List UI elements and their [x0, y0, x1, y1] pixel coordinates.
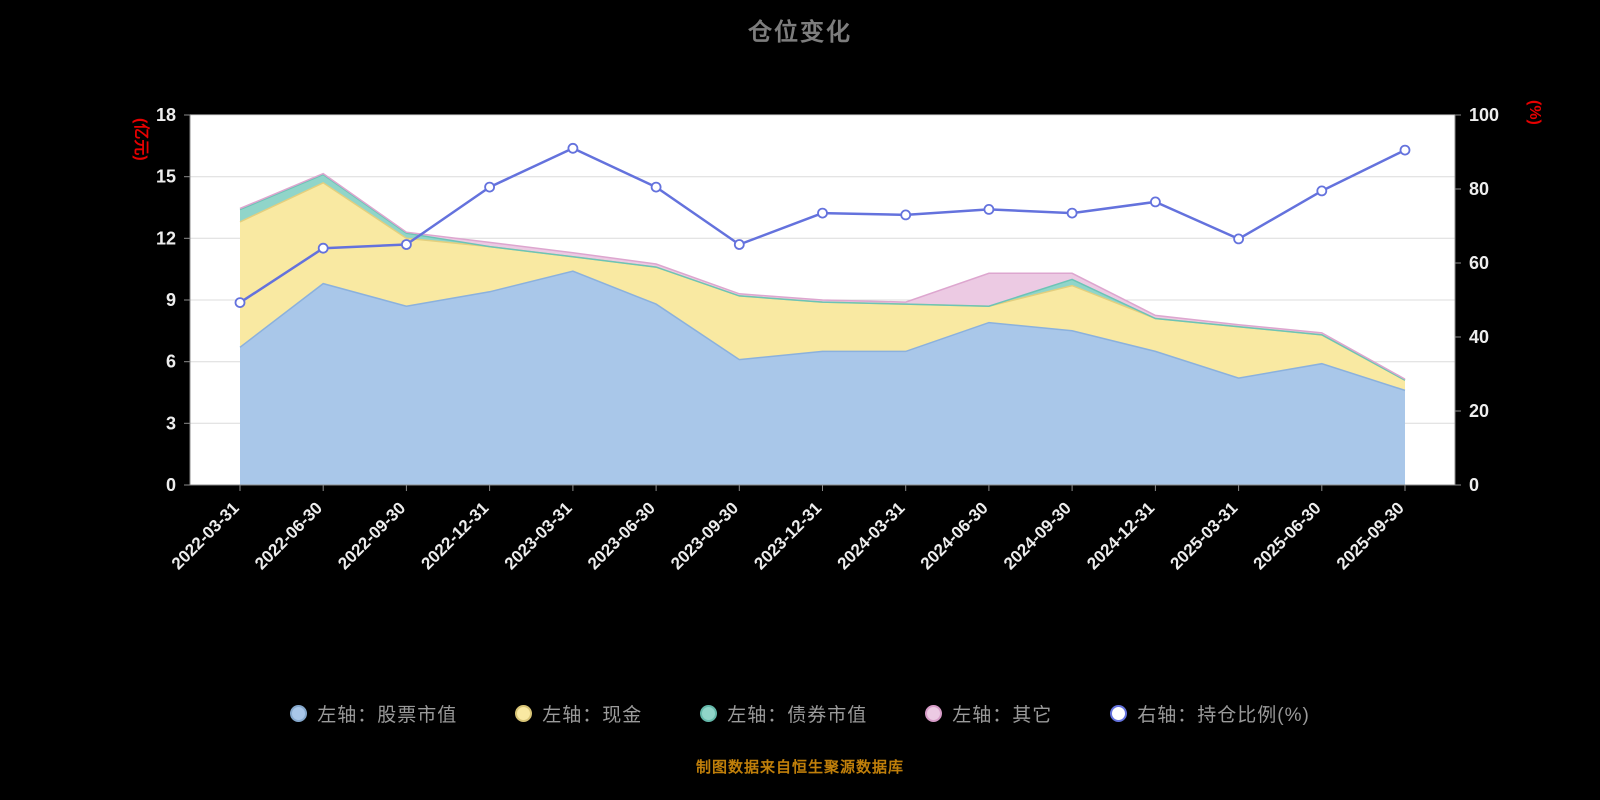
x-axis-date-label: 2023-09-30 — [667, 498, 742, 573]
right-axis-tick-label: 0 — [1469, 475, 1479, 495]
x-axis-date-label: 2022-12-31 — [417, 498, 492, 573]
ratio-line-point — [817, 207, 828, 219]
legend-item-0[interactable]: 左轴：股票市值 — [290, 700, 457, 727]
x-axis-date-label: 2024-09-30 — [1000, 498, 1075, 573]
legend-marker-icon — [925, 705, 943, 722]
x-axis-date-label: 2025-03-31 — [1166, 498, 1241, 573]
legend-label: 左轴：其它 — [952, 705, 1053, 726]
left-axis-tick-label: 3 — [166, 413, 176, 433]
ratio-line-point — [567, 142, 579, 154]
ratio-line-point — [484, 181, 496, 193]
ratio-line-point — [317, 242, 329, 254]
legend: 左轴：股票市值 左轴：现金 左轴：债券市值 左轴：其它 右轴：持仓比例(%) — [0, 700, 1600, 727]
x-axis-date-label: 2024-03-31 — [834, 498, 909, 573]
area-series-1 — [240, 182, 1405, 391]
legend-label: 右轴：持仓比例(%) — [1137, 705, 1310, 726]
x-axis-date-label: 2024-12-31 — [1083, 498, 1158, 573]
ratio-line-point — [1399, 144, 1411, 156]
ratio-line-point — [1150, 196, 1161, 208]
ratio-line-point — [983, 203, 995, 215]
x-axis-date-label: 2024-06-30 — [917, 498, 992, 573]
legend-item-3[interactable]: 左轴：其它 — [925, 700, 1052, 727]
x-axis-date-label: 2022-09-30 — [334, 498, 409, 573]
legend-label: 左轴：股票市值 — [317, 705, 458, 726]
left-axis-tick-label: 6 — [166, 352, 176, 372]
right-axis-tick-label: 80 — [1469, 179, 1489, 199]
x-axis-date-label: 2023-06-30 — [584, 498, 659, 573]
ratio-line-point — [1066, 207, 1078, 219]
legend-label: 左轴：债券市值 — [727, 705, 868, 726]
left-axis-tick-label: 9 — [166, 290, 176, 310]
x-axis-date-label: 2022-06-30 — [251, 498, 326, 573]
ratio-line-point — [400, 239, 412, 250]
legend-marker-icon — [700, 705, 718, 722]
left-axis-unit-label: (亿元) — [132, 118, 151, 161]
legend-marker-icon — [290, 705, 308, 722]
ratio-line-point — [1233, 233, 1244, 245]
legend-marker-icon — [515, 705, 533, 722]
left-axis-tick-label: 12 — [156, 228, 176, 248]
legend-item-2[interactable]: 左轴：债券市值 — [700, 700, 867, 727]
ratio-line-point — [650, 181, 662, 193]
ratio-line-point — [1316, 185, 1328, 197]
legend-label: 左轴：现金 — [542, 705, 643, 726]
x-axis-date-label: 2023-03-31 — [501, 498, 576, 573]
ratio-line-point — [900, 209, 912, 221]
ratio-line-point — [733, 239, 745, 250]
source-caption: 制图数据来自恒生聚源数据库 — [695, 759, 904, 776]
right-axis-tick-label: 60 — [1469, 253, 1489, 273]
right-axis-tick-label: 20 — [1469, 401, 1489, 421]
right-axis-tick-label: 40 — [1469, 327, 1489, 347]
left-axis-tick-label: 18 — [156, 105, 176, 125]
x-axis-date-label: 2023-12-31 — [750, 498, 825, 573]
right-axis-tick-label: 100 — [1469, 105, 1499, 125]
chart-title: 仓位变化 — [748, 19, 852, 46]
x-axis-date-label: 2025-09-30 — [1333, 498, 1408, 573]
left-axis-tick-label: 15 — [156, 167, 176, 187]
legend-item-1[interactable]: 左轴：现金 — [515, 700, 642, 727]
x-axis-date-label: 2025-06-30 — [1250, 498, 1325, 573]
legend-item-4[interactable]: 右轴：持仓比例(%) — [1110, 700, 1310, 727]
area-series-0 — [240, 271, 1405, 485]
right-axis-unit-label: (%) — [1526, 100, 1543, 125]
x-axis-date-label: 2022-03-31 — [168, 498, 243, 573]
left-axis-tick-label: 0 — [166, 475, 176, 495]
ratio-line-point — [234, 297, 246, 309]
legend-marker-icon — [1110, 705, 1128, 722]
